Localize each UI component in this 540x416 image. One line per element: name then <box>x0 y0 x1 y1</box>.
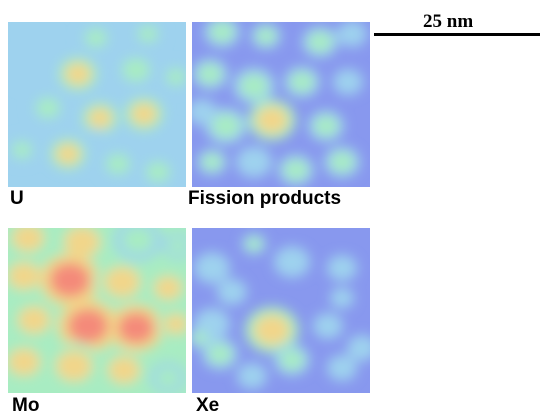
blob-core <box>242 151 266 173</box>
blob-core <box>8 348 40 376</box>
blob-core <box>56 143 80 165</box>
mo-map <box>8 228 186 393</box>
blob-core <box>330 151 354 173</box>
scale-bar-label: 25 nm <box>423 11 474 32</box>
blob-core <box>256 27 276 45</box>
blob-core <box>222 283 242 301</box>
blob-core <box>314 115 338 137</box>
blob-core <box>208 343 232 365</box>
blob-core <box>50 263 90 297</box>
blob-core <box>18 306 50 334</box>
blob-core <box>138 25 158 43</box>
blob-core <box>198 63 222 85</box>
blob-core <box>168 237 186 255</box>
blob-core <box>332 259 352 277</box>
blob-core <box>284 159 308 181</box>
blob-core <box>16 58 44 82</box>
panel-label-xe: Xe <box>196 395 220 416</box>
blob-core <box>192 331 208 345</box>
xe-map <box>192 228 370 393</box>
blob-core <box>280 251 304 273</box>
blob-core <box>146 161 170 183</box>
blob-core <box>104 266 140 298</box>
blob-core <box>88 133 104 147</box>
blob-core <box>318 317 338 335</box>
blob-core <box>106 153 130 175</box>
blob-core <box>342 25 362 43</box>
blob-core <box>242 367 262 385</box>
blob-core <box>338 73 358 91</box>
blob-core <box>68 309 108 343</box>
blob-core <box>256 106 288 134</box>
blob-core <box>200 257 224 279</box>
blob-core <box>65 62 91 86</box>
blob-core <box>240 74 268 98</box>
fission-products-map <box>192 22 370 187</box>
blob-core <box>118 312 154 344</box>
blob-core <box>122 228 154 254</box>
fission-products-map-image <box>192 22 370 187</box>
blob-core <box>64 228 100 258</box>
blob-core <box>12 141 32 159</box>
blob-core <box>28 25 48 43</box>
xe-map-image <box>192 228 370 393</box>
blob-core <box>108 356 140 384</box>
blob-core <box>290 71 314 93</box>
blob-core <box>164 313 186 335</box>
blob-core <box>246 237 262 251</box>
blob-core <box>280 349 304 371</box>
blob-core <box>166 133 186 151</box>
blob-core <box>334 291 350 305</box>
blob-core <box>36 97 60 119</box>
blob-core <box>12 228 44 252</box>
blob-core <box>56 350 92 382</box>
blob-core <box>308 31 332 53</box>
blob-core <box>166 68 186 86</box>
u-map-image <box>8 22 186 187</box>
blob-core <box>8 262 40 290</box>
blob-core <box>122 58 150 82</box>
panel-label-u: U <box>10 188 24 209</box>
blob-core <box>85 28 107 48</box>
blob-core <box>212 114 240 138</box>
blob-core <box>131 102 157 126</box>
blob-core <box>332 359 352 377</box>
blob-core <box>156 367 180 389</box>
panel-label-mo: Mo <box>12 395 40 416</box>
scale-bar <box>374 33 540 36</box>
blob-core <box>88 107 112 129</box>
blob-core <box>202 153 222 171</box>
blob-core <box>352 339 370 357</box>
blob-core <box>254 314 290 346</box>
blob-core <box>210 22 234 43</box>
u-map <box>8 22 186 187</box>
panel-label-fission-products: Fission products <box>188 188 342 209</box>
blob-core <box>154 276 182 300</box>
blob-core <box>192 103 212 121</box>
mo-map-image <box>8 228 186 393</box>
